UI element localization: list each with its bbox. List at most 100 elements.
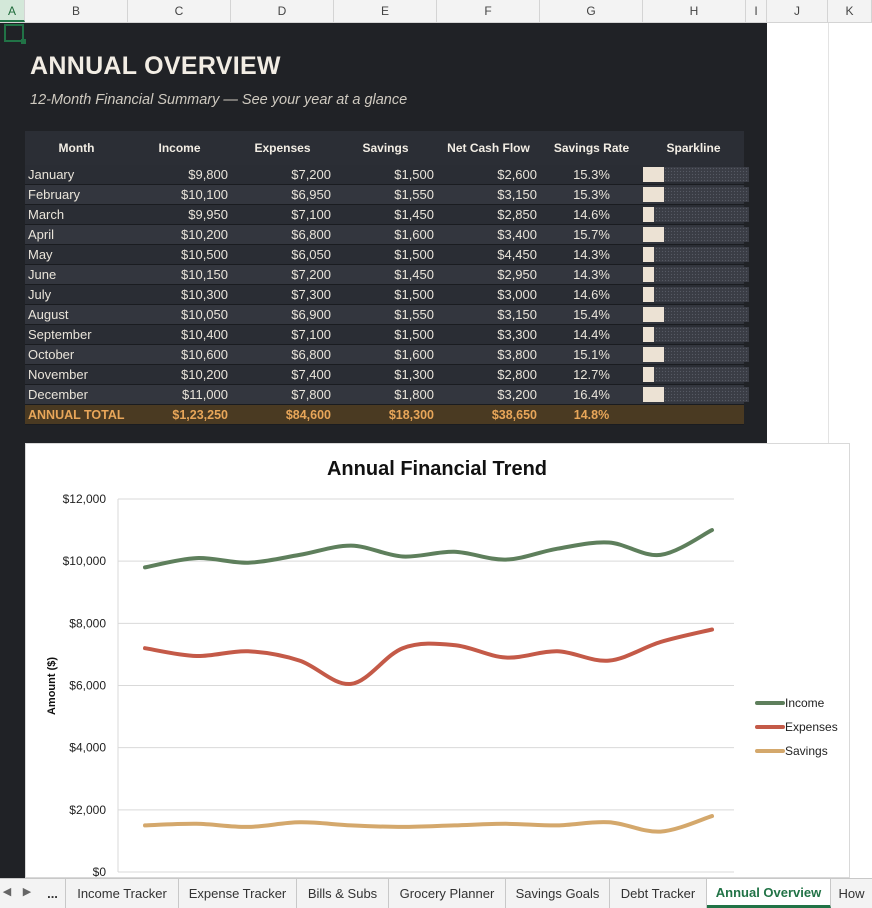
cell-month[interactable]: August: [25, 304, 128, 325]
header-savings-rate[interactable]: Savings Rate: [540, 131, 643, 165]
column-header-j[interactable]: J: [767, 0, 828, 22]
cell-savings[interactable]: $1,600: [334, 224, 437, 245]
cell-savings-rate[interactable]: 15.1%: [540, 344, 643, 365]
cell-savings-rate[interactable]: 15.4%: [540, 304, 643, 325]
cell-net-cash-flow[interactable]: $3,800: [437, 344, 540, 365]
total-savings-rate[interactable]: 14.8%: [540, 404, 643, 425]
tab-annual-overview[interactable]: Annual Overview: [707, 879, 831, 908]
cell-net-cash-flow[interactable]: $2,950: [437, 264, 540, 285]
cell-month[interactable]: June: [25, 264, 128, 285]
cell-sparkline[interactable]: [643, 244, 749, 265]
cell-expenses[interactable]: $6,050: [231, 244, 334, 265]
header-savings[interactable]: Savings: [334, 131, 437, 165]
annual-trend-chart[interactable]: Annual Financial Trend Amount ($) $0 $2,0…: [25, 443, 850, 879]
cell-savings-rate[interactable]: 14.6%: [540, 284, 643, 305]
cell-sparkline[interactable]: [643, 165, 749, 185]
series-line-income[interactable]: [143, 528, 714, 570]
column-header-f[interactable]: F: [437, 0, 540, 22]
tab-scroll-left-icon[interactable]: ◀: [2, 886, 12, 898]
header-month[interactable]: Month: [25, 131, 128, 165]
cell-income[interactable]: $10,400: [128, 324, 231, 345]
cell-month[interactable]: December: [25, 384, 128, 405]
column-header-g[interactable]: G: [540, 0, 643, 22]
cell-expenses[interactable]: $7,400: [231, 364, 334, 385]
cell-savings-rate[interactable]: 14.3%: [540, 264, 643, 285]
cell-expenses[interactable]: $7,800: [231, 384, 334, 405]
cell-savings[interactable]: $1,500: [334, 284, 437, 305]
tab-grocery-planner[interactable]: Grocery Planner: [389, 879, 506, 908]
cell-savings[interactable]: $1,800: [334, 384, 437, 405]
cell-income[interactable]: $10,300: [128, 284, 231, 305]
cell-net-cash-flow[interactable]: $2,800: [437, 364, 540, 385]
cell-income[interactable]: $10,050: [128, 304, 231, 325]
cell-savings-rate[interactable]: 14.3%: [540, 244, 643, 265]
cell-month[interactable]: April: [25, 224, 128, 245]
cell-sparkline[interactable]: [643, 384, 749, 405]
tab-how[interactable]: How: [838, 886, 865, 901]
cell-sparkline[interactable]: [643, 284, 749, 305]
cell-income[interactable]: $9,800: [128, 165, 231, 185]
column-header-a[interactable]: A: [0, 0, 25, 22]
column-header-d[interactable]: D: [231, 0, 334, 22]
cell-month[interactable]: January: [25, 165, 128, 185]
cell-income[interactable]: $10,200: [128, 224, 231, 245]
tab-scroll-right-icon[interactable]: ▶: [22, 886, 32, 898]
cell-savings[interactable]: $1,500: [334, 324, 437, 345]
cell-sparkline[interactable]: [643, 324, 749, 345]
column-header-h[interactable]: H: [643, 0, 746, 22]
cell-income[interactable]: $10,500: [128, 244, 231, 265]
cell-sparkline[interactable]: [643, 364, 749, 385]
empty-grid-area[interactable]: [767, 23, 872, 443]
cell-net-cash-flow[interactable]: $3,000: [437, 284, 540, 305]
legend-label-expenses[interactable]: Expenses: [785, 720, 838, 734]
cell-net-cash-flow[interactable]: $3,400: [437, 224, 540, 245]
cell-savings[interactable]: $1,600: [334, 344, 437, 365]
header-sparkline[interactable]: Sparkline: [643, 131, 744, 165]
cell-expenses[interactable]: $7,300: [231, 284, 334, 305]
column-header-c[interactable]: C: [128, 0, 231, 22]
cell-month[interactable]: October: [25, 344, 128, 365]
header-net-cash-flow[interactable]: Net Cash Flow: [437, 131, 540, 165]
cell-month[interactable]: September: [25, 324, 128, 345]
cell-net-cash-flow[interactable]: $3,150: [437, 304, 540, 325]
cell-savings-rate[interactable]: 14.6%: [540, 204, 643, 225]
cell-income[interactable]: $10,600: [128, 344, 231, 365]
cell-savings[interactable]: $1,550: [334, 304, 437, 325]
total-income[interactable]: $1,23,250: [128, 404, 231, 425]
cell-month[interactable]: July: [25, 284, 128, 305]
column-header-e[interactable]: E: [334, 0, 437, 22]
total-net-cash-flow[interactable]: $38,650: [437, 404, 540, 425]
column-header-i[interactable]: I: [746, 0, 767, 22]
cell-savings-rate[interactable]: 15.3%: [540, 165, 643, 185]
cell-net-cash-flow[interactable]: $2,850: [437, 204, 540, 225]
legend-label-savings[interactable]: Savings: [785, 744, 828, 758]
cell-savings-rate[interactable]: 12.7%: [540, 364, 643, 385]
tab-expense-tracker[interactable]: Expense Tracker: [179, 879, 297, 908]
tab-bills-subs[interactable]: Bills & Subs: [297, 879, 389, 908]
active-cell-selector[interactable]: [4, 24, 26, 44]
total-sparkline-cell[interactable]: [643, 404, 744, 425]
cell-expenses[interactable]: $6,900: [231, 304, 334, 325]
cell-expenses[interactable]: $7,100: [231, 204, 334, 225]
total-label[interactable]: ANNUAL TOTAL: [25, 404, 128, 425]
cell-income[interactable]: $9,950: [128, 204, 231, 225]
cell-income[interactable]: $10,100: [128, 184, 231, 205]
cell-expenses[interactable]: $6,950: [231, 184, 334, 205]
legend-label-income[interactable]: Income: [785, 696, 825, 710]
cell-income[interactable]: $10,200: [128, 364, 231, 385]
cell-net-cash-flow[interactable]: $3,200: [437, 384, 540, 405]
header-income[interactable]: Income: [128, 131, 231, 165]
cell-savings[interactable]: $1,500: [334, 244, 437, 265]
cell-net-cash-flow[interactable]: $3,150: [437, 184, 540, 205]
header-expenses[interactable]: Expenses: [231, 131, 334, 165]
cell-savings-rate[interactable]: 15.3%: [540, 184, 643, 205]
total-savings[interactable]: $18,300: [334, 404, 437, 425]
cell-sparkline[interactable]: [643, 304, 749, 325]
tab-savings-goals[interactable]: Savings Goals: [506, 879, 610, 908]
cell-income[interactable]: $10,150: [128, 264, 231, 285]
cell-net-cash-flow[interactable]: $4,450: [437, 244, 540, 265]
cell-savings[interactable]: $1,500: [334, 165, 437, 185]
cell-savings[interactable]: $1,450: [334, 204, 437, 225]
cell-net-cash-flow[interactable]: $2,600: [437, 165, 540, 185]
more-tabs-button[interactable]: ...: [40, 879, 66, 908]
